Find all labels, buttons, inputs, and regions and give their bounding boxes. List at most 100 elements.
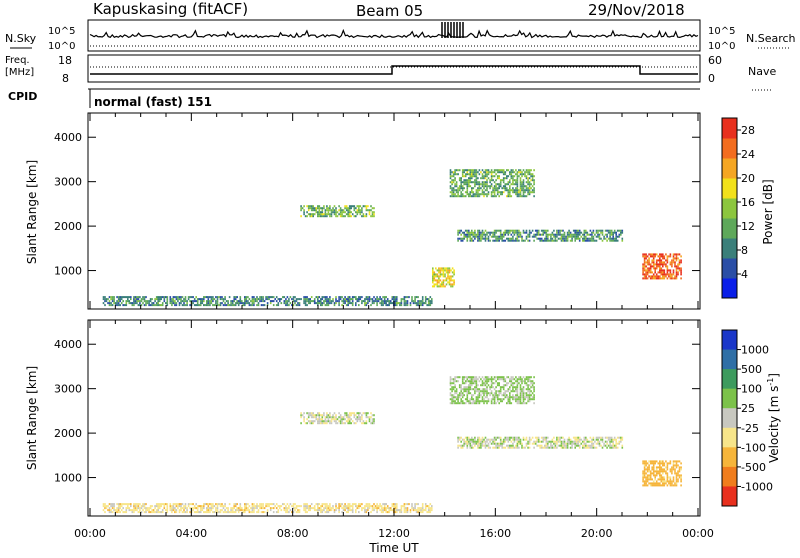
power-cell xyxy=(355,298,357,301)
velocity-cell xyxy=(104,507,106,510)
power-cell xyxy=(431,302,433,305)
power-cell xyxy=(310,213,313,216)
power-cell xyxy=(677,265,679,268)
velocity-cell xyxy=(475,386,478,389)
velocity-cell xyxy=(649,478,652,481)
velocity-cell xyxy=(642,460,644,463)
power-cell xyxy=(519,171,522,174)
power-cell xyxy=(586,237,589,240)
power-cell xyxy=(350,215,352,218)
velocity-cell xyxy=(674,468,676,471)
velocity-cell xyxy=(117,505,120,508)
power-cell xyxy=(657,265,660,268)
power-cell xyxy=(265,298,267,301)
power-cell xyxy=(595,231,598,234)
power-cell xyxy=(269,300,272,303)
power-cell xyxy=(306,304,308,307)
power-cell xyxy=(502,191,505,194)
velocity-cell xyxy=(219,505,222,508)
power-cell xyxy=(542,229,545,232)
power-cell xyxy=(618,233,621,236)
power-cell xyxy=(616,239,619,242)
power-cell xyxy=(499,179,502,182)
velocity-cell xyxy=(195,507,197,510)
power-cell xyxy=(117,300,120,303)
velocity-cell xyxy=(524,380,526,383)
power-cell xyxy=(272,304,275,307)
velocity-cell xyxy=(659,474,661,477)
power-cell xyxy=(326,302,328,305)
power-cell xyxy=(531,189,534,192)
power-cell xyxy=(487,173,490,176)
power-cell xyxy=(545,233,548,236)
power-cell xyxy=(438,267,440,270)
velocity-cell xyxy=(358,503,360,506)
velocity-cell xyxy=(655,466,658,469)
power-cell xyxy=(105,298,108,301)
velocity-cell xyxy=(286,509,289,512)
velocity-cell xyxy=(193,505,196,508)
power-cell xyxy=(356,298,359,301)
velocity-cell xyxy=(355,414,357,417)
beam-title: Beam 05 xyxy=(356,2,423,20)
velocity-cell xyxy=(154,505,156,508)
power-cell xyxy=(359,209,362,212)
power-cell xyxy=(145,300,147,303)
power-cell xyxy=(545,237,548,240)
power-cell xyxy=(502,231,505,234)
power-cell xyxy=(556,229,558,232)
velocity-cell xyxy=(361,503,363,506)
power-cell xyxy=(678,261,681,264)
power-cell xyxy=(471,237,473,240)
velocity-cell xyxy=(303,416,305,419)
power-cell xyxy=(155,298,158,301)
velocity-cell xyxy=(466,386,469,389)
velocity-cell xyxy=(326,503,328,506)
velocity-cell xyxy=(157,505,159,508)
velocity-cell xyxy=(669,478,672,481)
power-cell xyxy=(660,261,663,264)
power-cell xyxy=(468,179,470,182)
velocity-cell xyxy=(484,382,487,385)
power-cell xyxy=(376,300,378,303)
velocity-cell xyxy=(318,503,321,506)
power-cell xyxy=(380,300,383,303)
velocity-cell xyxy=(652,482,655,485)
velocity-cell xyxy=(221,505,223,508)
power-cell xyxy=(329,298,331,301)
power-cell xyxy=(499,169,502,172)
velocity-cell xyxy=(466,388,469,391)
power-cell xyxy=(187,298,190,301)
velocity-cell xyxy=(364,422,366,425)
power-cell xyxy=(474,195,476,198)
velocity-cell xyxy=(675,478,678,481)
velocity-cell xyxy=(119,503,121,506)
velocity-cell xyxy=(385,503,387,506)
power-cell xyxy=(234,296,237,299)
velocity-cell xyxy=(642,484,644,487)
velocity-cell xyxy=(591,446,593,449)
power-cell xyxy=(312,215,314,218)
velocity-cell xyxy=(303,503,305,506)
power-cell xyxy=(528,229,531,232)
power-cell xyxy=(396,298,398,301)
power-cell xyxy=(506,195,508,198)
power-cell xyxy=(184,304,187,307)
power-cell xyxy=(675,277,678,280)
power-cell xyxy=(521,181,523,184)
velocity-cell xyxy=(495,386,497,389)
power-cell xyxy=(461,187,464,190)
velocity-cell xyxy=(104,503,106,506)
velocity-cell xyxy=(312,412,314,415)
velocity-cell xyxy=(525,396,528,399)
velocity-cell xyxy=(212,505,214,508)
velocity-cell xyxy=(477,444,479,447)
velocity-cell xyxy=(203,511,205,514)
velocity-cell xyxy=(469,398,472,401)
power-cell xyxy=(431,300,433,303)
velocity-cell xyxy=(134,503,137,506)
velocity-cell xyxy=(335,414,337,417)
velocity-cell xyxy=(460,386,462,389)
velocity-cell xyxy=(466,444,469,447)
power-cell xyxy=(510,229,513,232)
